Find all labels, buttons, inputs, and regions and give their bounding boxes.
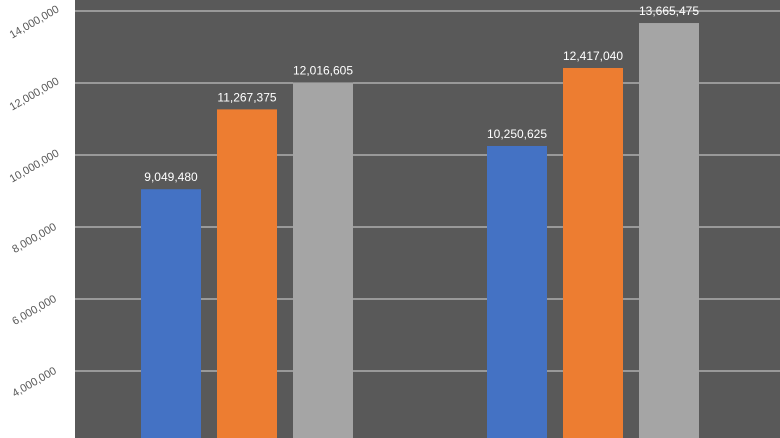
bar (141, 189, 201, 438)
y-axis-ticks: 4,000,000 6,000,000 8,000,000 10,000,000 12,… (8, 3, 62, 399)
bar (217, 109, 277, 438)
y-tick-label: 14,000,000 (8, 3, 62, 41)
bar-value-label: 9,049,480 (144, 170, 198, 184)
bar (293, 82, 353, 438)
bar (639, 23, 699, 438)
bar-value-label: 12,016,605 (293, 63, 353, 77)
y-tick-label: 6,000,000 (10, 293, 58, 328)
data-labels: 9,049,480 11,267,375 12,016,605 10,250,625 1… (144, 4, 699, 184)
bar (563, 67, 623, 438)
bar-value-label: 12,417,040 (563, 49, 623, 63)
bar-value-label: 10,250,625 (487, 127, 547, 141)
bar-value-label: 13,665,475 (639, 4, 699, 18)
y-tick-label: 4,000,000 (10, 365, 58, 400)
bars (141, 23, 699, 438)
y-tick-label: 10,000,000 (8, 147, 62, 185)
y-tick-label: 8,000,000 (10, 221, 58, 256)
y-tick-label: 12,000,000 (8, 75, 62, 113)
bar (487, 145, 547, 438)
bar-value-label: 11,267,375 (217, 90, 276, 104)
